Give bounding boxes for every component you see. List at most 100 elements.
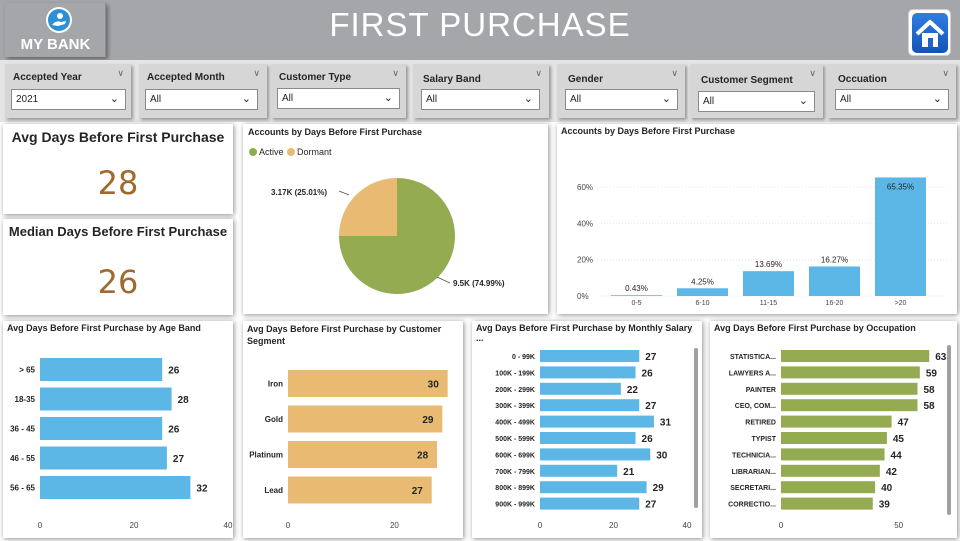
chart-title: Avg Days Before First Purchase by Custom… bbox=[247, 324, 442, 346]
bar[interactable] bbox=[540, 366, 636, 379]
category-label: 300K - 399K bbox=[495, 403, 535, 410]
slicer-label: Accepted Month bbox=[147, 72, 225, 83]
bar-value-label: 31 bbox=[660, 418, 672, 429]
pie-data-label-active: 9.5K (74.99%) bbox=[453, 279, 505, 288]
kpi-value: 26 bbox=[97, 263, 139, 301]
column-bar[interactable] bbox=[743, 271, 794, 296]
column-data-label: 16.27% bbox=[821, 255, 848, 264]
bar-value-label: 27 bbox=[645, 401, 657, 412]
accepted-month-dropdown[interactable]: All ⌄ bbox=[145, 89, 258, 110]
gender-dropdown[interactable]: All ⌄ bbox=[565, 89, 678, 110]
customer-segment-dropdown[interactable]: All ⌄ bbox=[698, 91, 815, 112]
chevron-down-icon: ⌄ bbox=[523, 93, 533, 105]
chevron-down-icon[interactable]: ∨ bbox=[671, 68, 678, 78]
x-tick-label: 0-5 bbox=[631, 300, 641, 307]
occupation-dropdown[interactable]: All ⌄ bbox=[835, 89, 949, 110]
bar-value-label: 27 bbox=[645, 500, 657, 511]
bar[interactable] bbox=[540, 464, 618, 477]
chevron-down-icon[interactable]: ∨ bbox=[392, 68, 399, 78]
bar[interactable] bbox=[40, 446, 167, 470]
bar-value-label: 28 bbox=[417, 451, 429, 462]
category-label: PAINTER bbox=[746, 387, 776, 394]
bar[interactable] bbox=[540, 497, 640, 510]
accepted-year-slicer[interactable]: Accepted Year ∨ 2021 ⌄ bbox=[5, 64, 131, 118]
age-band-bar-chart: > 65 26 18-35 28 36 - 45 26 46 - 55 27 56 - 65 32… bbox=[10, 358, 233, 530]
bar[interactable] bbox=[40, 417, 163, 440]
dropdown-value: 2021 bbox=[16, 94, 39, 105]
bar[interactable] bbox=[288, 370, 448, 397]
x-tick-label: 0 bbox=[538, 521, 543, 530]
home-icon bbox=[915, 20, 945, 47]
bar[interactable] bbox=[781, 432, 887, 444]
bar[interactable] bbox=[781, 399, 918, 412]
slicer-label: Salary Band bbox=[423, 74, 481, 85]
bar[interactable] bbox=[540, 415, 654, 428]
bar[interactable] bbox=[40, 387, 172, 411]
scrollbar[interactable] bbox=[694, 348, 698, 508]
bar[interactable] bbox=[781, 366, 920, 379]
category-label: 0 - 99K bbox=[512, 354, 535, 361]
bar-value-label: 26 bbox=[642, 434, 654, 445]
salary-band-dropdown[interactable]: All ⌄ bbox=[421, 89, 540, 110]
accepted-month-slicer[interactable]: Accepted Month ∨ All ⌄ bbox=[139, 64, 267, 118]
bar[interactable] bbox=[781, 481, 876, 494]
bar[interactable] bbox=[540, 481, 647, 494]
chevron-down-icon[interactable]: ∨ bbox=[253, 68, 260, 78]
slicer-label: Customer Segment bbox=[701, 75, 793, 86]
chevron-down-icon[interactable]: ∨ bbox=[117, 68, 124, 78]
home-button[interactable] bbox=[908, 9, 951, 56]
salary-band-slicer[interactable]: Salary Band ∨ All ⌄ bbox=[413, 64, 549, 118]
column-bar[interactable] bbox=[611, 295, 662, 296]
column-bar[interactable] bbox=[677, 288, 728, 296]
bar[interactable] bbox=[781, 350, 930, 362]
dropdown-value: All bbox=[282, 93, 294, 104]
pie-slice-dormant[interactable] bbox=[339, 178, 397, 237]
category-label: CEO, COM... bbox=[735, 403, 776, 410]
category-label: 400K - 499K bbox=[495, 420, 535, 427]
pie-chart-card: Accounts by Days Before First Purchase A… bbox=[243, 124, 548, 314]
accepted-year-dropdown[interactable]: 2021 ⌄ bbox=[11, 89, 126, 110]
bar[interactable] bbox=[540, 399, 640, 412]
bar[interactable] bbox=[781, 382, 918, 395]
bar[interactable] bbox=[540, 382, 621, 395]
salary-bar-chart: 0 - 99K 27 100K - 199K 26 200K - 299K 22 300K … bbox=[495, 348, 698, 530]
chevron-down-icon[interactable]: ∨ bbox=[809, 68, 816, 78]
bar[interactable] bbox=[540, 350, 640, 362]
chevron-down-icon[interactable]: ∨ bbox=[942, 68, 949, 78]
bar-value-label: 29 bbox=[422, 415, 434, 426]
bar[interactable] bbox=[781, 415, 892, 428]
customer-type-slicer[interactable]: Customer Type ∨ All ⌄ bbox=[271, 64, 406, 118]
occupation-slicer[interactable]: Occuation ∨ All ⌄ bbox=[827, 64, 956, 118]
gender-slicer[interactable]: Gender ∨ All ⌄ bbox=[557, 64, 685, 118]
bar[interactable] bbox=[40, 476, 191, 499]
bar[interactable] bbox=[288, 476, 432, 504]
age-band-chart-card: Avg Days Before First Purchase by Age Ba… bbox=[3, 321, 233, 538]
chevron-down-icon: ⌄ bbox=[932, 93, 942, 105]
customer-type-dropdown[interactable]: All ⌄ bbox=[277, 88, 400, 109]
customer-segment-slicer[interactable]: Customer Segment ∨ All ⌄ bbox=[690, 64, 823, 118]
bar[interactable] bbox=[40, 358, 163, 381]
bar-value-label: 27 bbox=[645, 352, 657, 363]
x-tick-label: >20 bbox=[895, 300, 907, 307]
bar[interactable] bbox=[540, 432, 636, 444]
bar[interactable] bbox=[288, 405, 443, 433]
bar[interactable] bbox=[540, 448, 651, 461]
chevron-down-icon[interactable]: ∨ bbox=[535, 68, 542, 78]
bar[interactable] bbox=[781, 497, 873, 510]
occupation-chart-card: Avg Days Before First Purchase by Occupa… bbox=[710, 321, 957, 538]
scrollbar[interactable] bbox=[947, 345, 951, 515]
column-bar[interactable] bbox=[875, 177, 926, 296]
column-bar[interactable] bbox=[809, 266, 860, 296]
bar[interactable] bbox=[288, 441, 438, 468]
bar-value-label: 26 bbox=[642, 368, 654, 379]
category-label: 46 - 55 bbox=[10, 454, 35, 463]
x-tick-label: 11-15 bbox=[760, 300, 777, 307]
category-label: LIBRARIAN... bbox=[732, 469, 776, 476]
bar[interactable] bbox=[781, 448, 885, 461]
legend-dormant-label: Dormant bbox=[297, 147, 332, 157]
category-label: 600K - 699K bbox=[495, 452, 535, 459]
category-label: 100K - 199K bbox=[495, 370, 535, 377]
bar-value-label: 27 bbox=[412, 486, 424, 497]
bar-value-label: 29 bbox=[653, 483, 665, 494]
bar[interactable] bbox=[781, 464, 880, 477]
